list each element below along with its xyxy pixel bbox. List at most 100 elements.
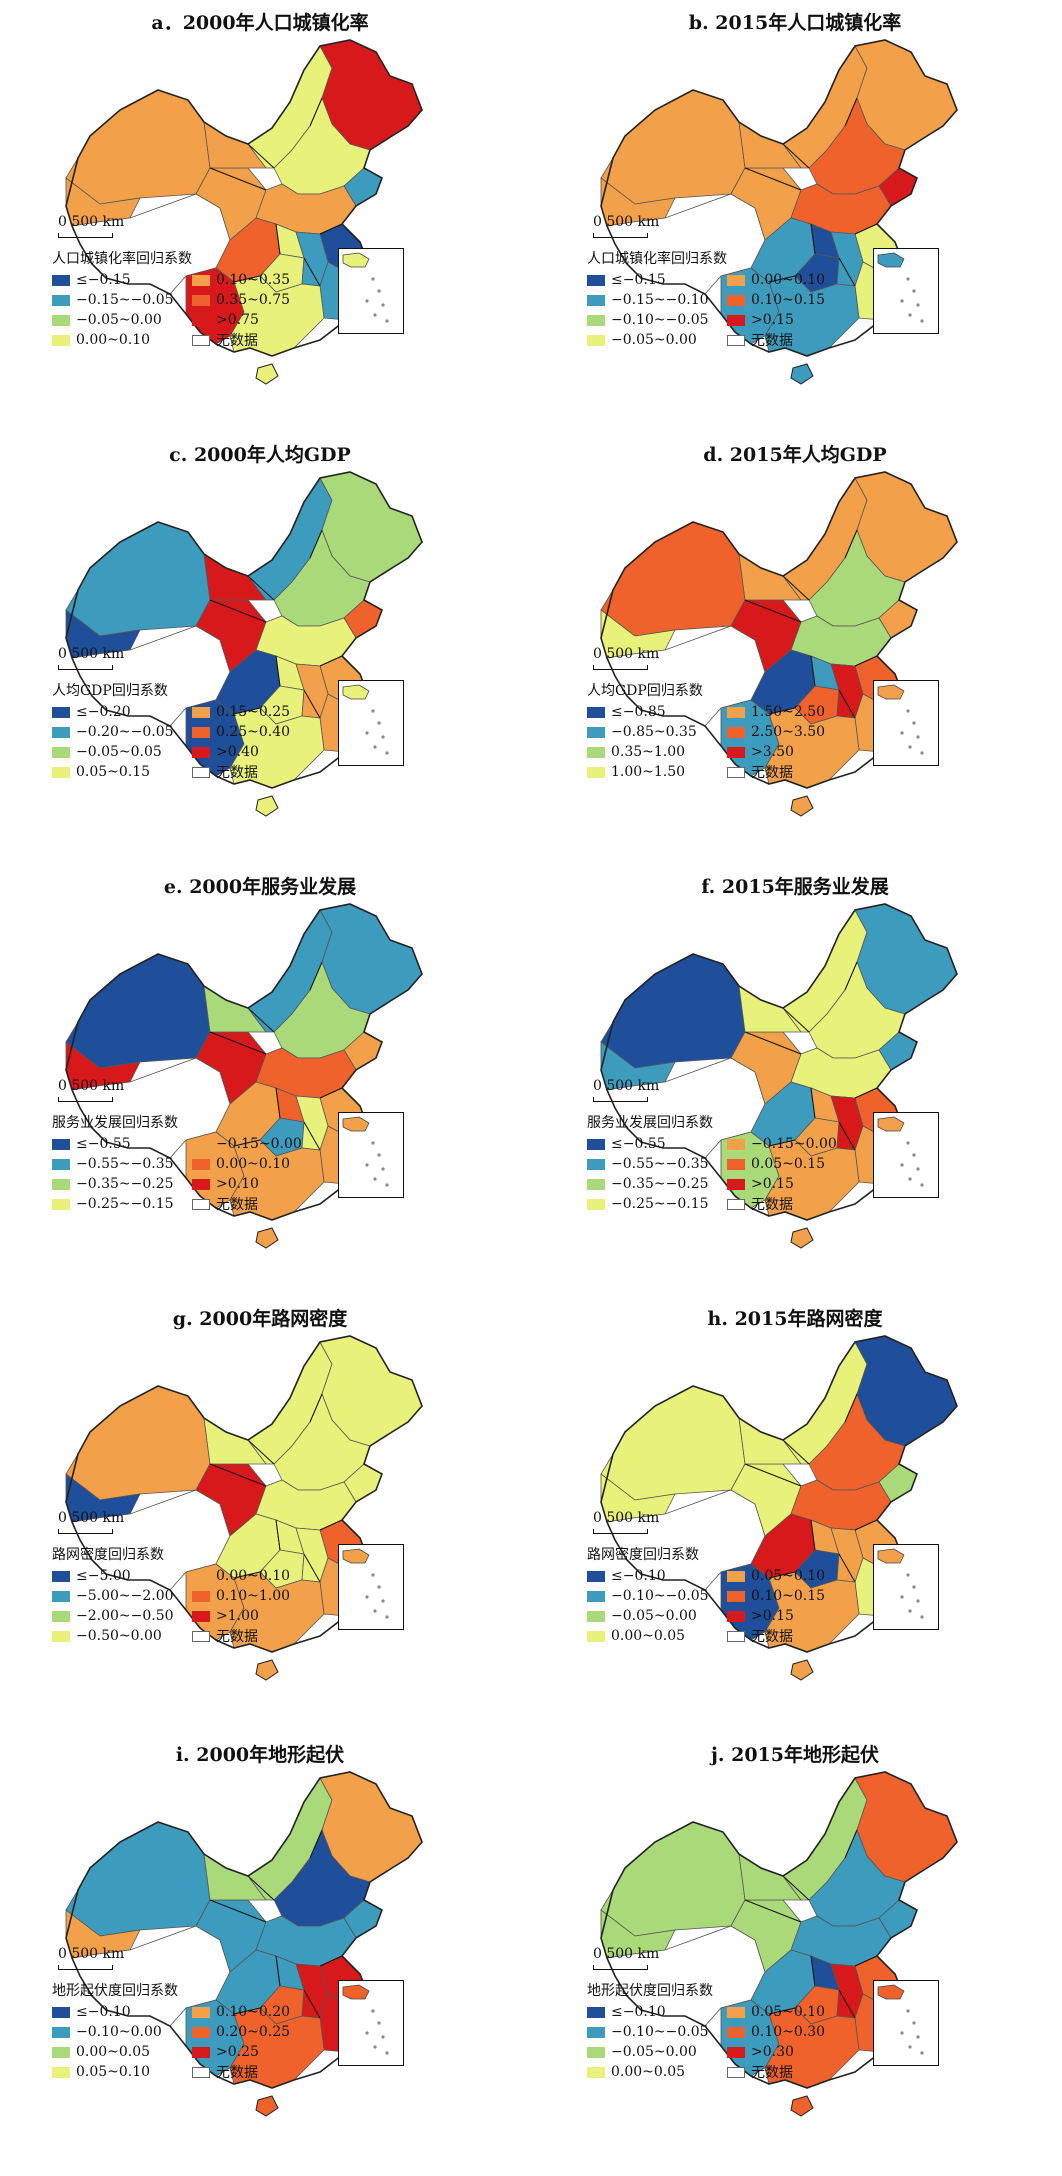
legend-label: 1.00~1.50 — [611, 764, 686, 780]
inset-island — [908, 1177, 912, 1181]
legend-label: 无数据 — [216, 1629, 258, 1645]
legend-swatch — [52, 1630, 70, 1642]
map-panel: f. 2015年服务业发展 0 500 km 服务业发展回归系数 ≤−0.55 −0.1… — [535, 872, 1055, 1297]
legend-label: −0.05~0.00 — [611, 332, 697, 348]
province-boundary — [844, 1393, 858, 1423]
legend-swatch — [192, 2026, 210, 2038]
inset-island — [371, 1141, 375, 1145]
legend-label: ≤−0.85 — [611, 704, 666, 720]
province-boundary — [844, 529, 858, 559]
legend-swatch — [727, 1630, 745, 1642]
inset-island — [912, 2021, 916, 2025]
legend-swatch — [192, 1198, 210, 1210]
legend-label: >0.75 — [216, 312, 259, 328]
legend-item: −0.05~0.05 — [52, 743, 192, 761]
legend-item: 0.05~0.15 — [52, 763, 192, 781]
national-boundary — [65, 471, 423, 789]
province-boundary — [744, 1463, 802, 1487]
legend-item: >0.15 — [727, 311, 867, 329]
legend-swatch — [587, 1570, 605, 1582]
legend-item: 0.10~0.15 — [727, 1587, 867, 1605]
inset-map — [877, 1548, 924, 1619]
inset-island — [365, 2031, 369, 2035]
province-boundary — [782, 143, 810, 169]
legend-swatch — [52, 1610, 70, 1622]
legend-item: 0.05~0.15 — [727, 1155, 867, 1173]
panel-title: h. 2015年路网密度 — [707, 1308, 883, 1330]
scale-bar-line — [593, 1529, 648, 1534]
inset-coast — [342, 684, 370, 700]
region-xinjiang — [65, 1385, 211, 1501]
legend-label: −0.25~−0.15 — [611, 1196, 709, 1212]
legend-swatch — [727, 1610, 745, 1622]
legend-grid: ≤−0.10 0.05~0.10 −0.10~−0.05 0.10~0.15 −0.05… — [587, 1567, 867, 1645]
legend-swatch — [52, 314, 70, 326]
inset-island — [377, 721, 381, 725]
province-boundary — [768, 275, 796, 283]
legend-item: 0.20~0.25 — [192, 2023, 332, 2041]
province-boundary — [854, 223, 878, 235]
legend-swatch — [192, 2006, 210, 2018]
inset-island — [385, 2051, 389, 2055]
legend-label: >0.15 — [751, 1608, 794, 1624]
legend-grid: ≤−0.55 −0.15~0.00 −0.55~−0.35 0.05~0.15 −0.3… — [587, 1135, 867, 1213]
legend-item: >0.15 — [727, 1607, 867, 1625]
legend-swatch — [727, 2006, 745, 2018]
province-boundary — [782, 1007, 810, 1033]
legend-item: −0.50~0.00 — [52, 1627, 192, 1645]
legend-swatch — [727, 2046, 745, 2058]
legend-swatch — [192, 334, 210, 346]
legend-item: ≤−0.10 — [587, 1567, 727, 1585]
legend-label: 0.10~0.30 — [751, 2024, 826, 2040]
scale-bar-line — [593, 1965, 648, 1970]
legend-label: ≤−0.55 — [611, 1136, 666, 1152]
china-map — [600, 39, 958, 385]
legend-grid: ≤−0.55 −0.15~0.00 −0.55~−0.35 0.00~0.10 −0.3… — [52, 1135, 332, 1213]
legend-swatch — [587, 1198, 605, 1210]
legend-swatch — [52, 2006, 70, 2018]
legend-grid: ≤−0.20 0.15~0.25 −0.20~−0.05 0.25~0.40 −0.05… — [52, 703, 332, 781]
legend-title: 人均GDP回归系数 — [587, 683, 703, 699]
province-boundary — [233, 707, 261, 715]
province-boundary — [319, 223, 343, 235]
scale-label: 0 500 km — [58, 1946, 125, 1962]
province-boundary — [744, 167, 802, 191]
legend-item: 无数据 — [192, 2063, 332, 2081]
inset-coast — [342, 252, 370, 268]
legend-label: >0.25 — [216, 2044, 259, 2060]
legend-label: 0.10~0.15 — [751, 1588, 826, 1604]
legend-label: 0.10~0.15 — [751, 292, 826, 308]
inset-island — [377, 289, 381, 293]
province-boundary — [782, 1875, 810, 1901]
legend-label: ≤−0.20 — [76, 704, 131, 720]
region-xinjiang — [65, 1821, 211, 1937]
legend-swatch — [52, 274, 70, 286]
legend: 人均GDP回归系数 ≤−0.20 0.15~0.25 −0.20~−0.05 0.25~… — [52, 680, 332, 781]
legend-item: >0.25 — [192, 2043, 332, 2061]
south-china-sea-inset — [873, 1544, 939, 1630]
legend-label: −0.05~0.00 — [611, 1608, 697, 1624]
inset-island — [916, 735, 920, 739]
legend-swatch — [192, 294, 210, 306]
legend-item: >3.50 — [727, 743, 867, 761]
legend-label: >0.10 — [216, 1176, 259, 1192]
china-map — [65, 471, 423, 817]
inset-island — [373, 313, 377, 317]
scale-bar-line — [593, 1097, 648, 1102]
inset-coast — [877, 252, 905, 268]
legend-label: 0.05~0.15 — [751, 1156, 826, 1172]
legend-swatch — [192, 1138, 210, 1150]
legend-swatch — [587, 766, 605, 778]
province-boundary — [854, 655, 878, 667]
inset-island — [371, 2009, 375, 2013]
legend-label: ≤−0.10 — [611, 1568, 666, 1584]
legend-swatch — [52, 1570, 70, 1582]
legend-swatch — [52, 2046, 70, 2058]
inset-island — [900, 1163, 904, 1167]
province-boundary — [303, 1989, 321, 2019]
legend-item: −0.15~−0.10 — [587, 291, 727, 309]
legend-swatch — [587, 1610, 605, 1622]
inset-island — [906, 1141, 910, 1145]
legend-item: 无数据 — [727, 1627, 867, 1645]
legend-label: 0.00~0.10 — [216, 1156, 291, 1172]
